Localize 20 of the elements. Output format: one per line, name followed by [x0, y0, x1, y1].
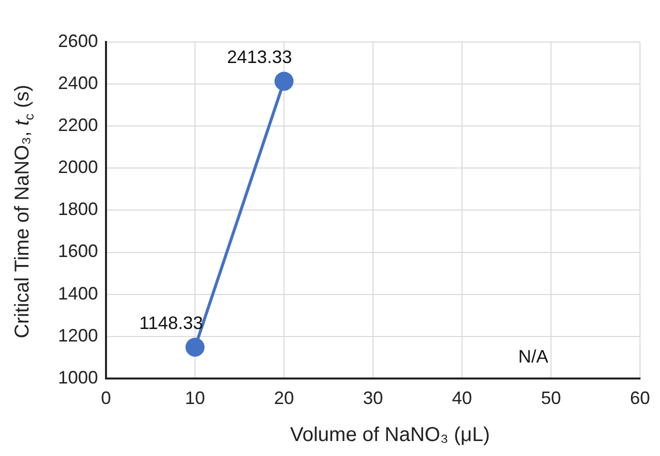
data-label: 1148.33 [139, 313, 204, 334]
y-tick-label: 1000 [58, 367, 98, 388]
annotation: N/A [518, 346, 548, 366]
y-tick-label: 1800 [58, 199, 98, 220]
x-tick-label: 40 [452, 388, 472, 408]
x-tick-label: 60 [630, 388, 650, 408]
y-tick-label: 1400 [58, 283, 98, 304]
y-tick-label: 1600 [58, 241, 98, 262]
x-tick-label: 20 [274, 388, 294, 408]
y-tick-label: 2200 [58, 115, 98, 136]
y-tick-label: 2400 [58, 73, 98, 94]
x-tick-label: 0 [101, 388, 112, 408]
x-tick-label: 30 [363, 388, 384, 408]
x-tick-label: 10 [185, 388, 206, 408]
data-label: 2413.33 [226, 47, 292, 68]
x-axis-title: Volume of NaNO₃ (μL) [289, 424, 491, 447]
x-tick-label: 50 [540, 388, 562, 408]
y-tick-label: 2600 [58, 30, 98, 51]
y-tick-label: 1200 [58, 325, 98, 346]
y-tick-label: 2000 [58, 157, 98, 178]
